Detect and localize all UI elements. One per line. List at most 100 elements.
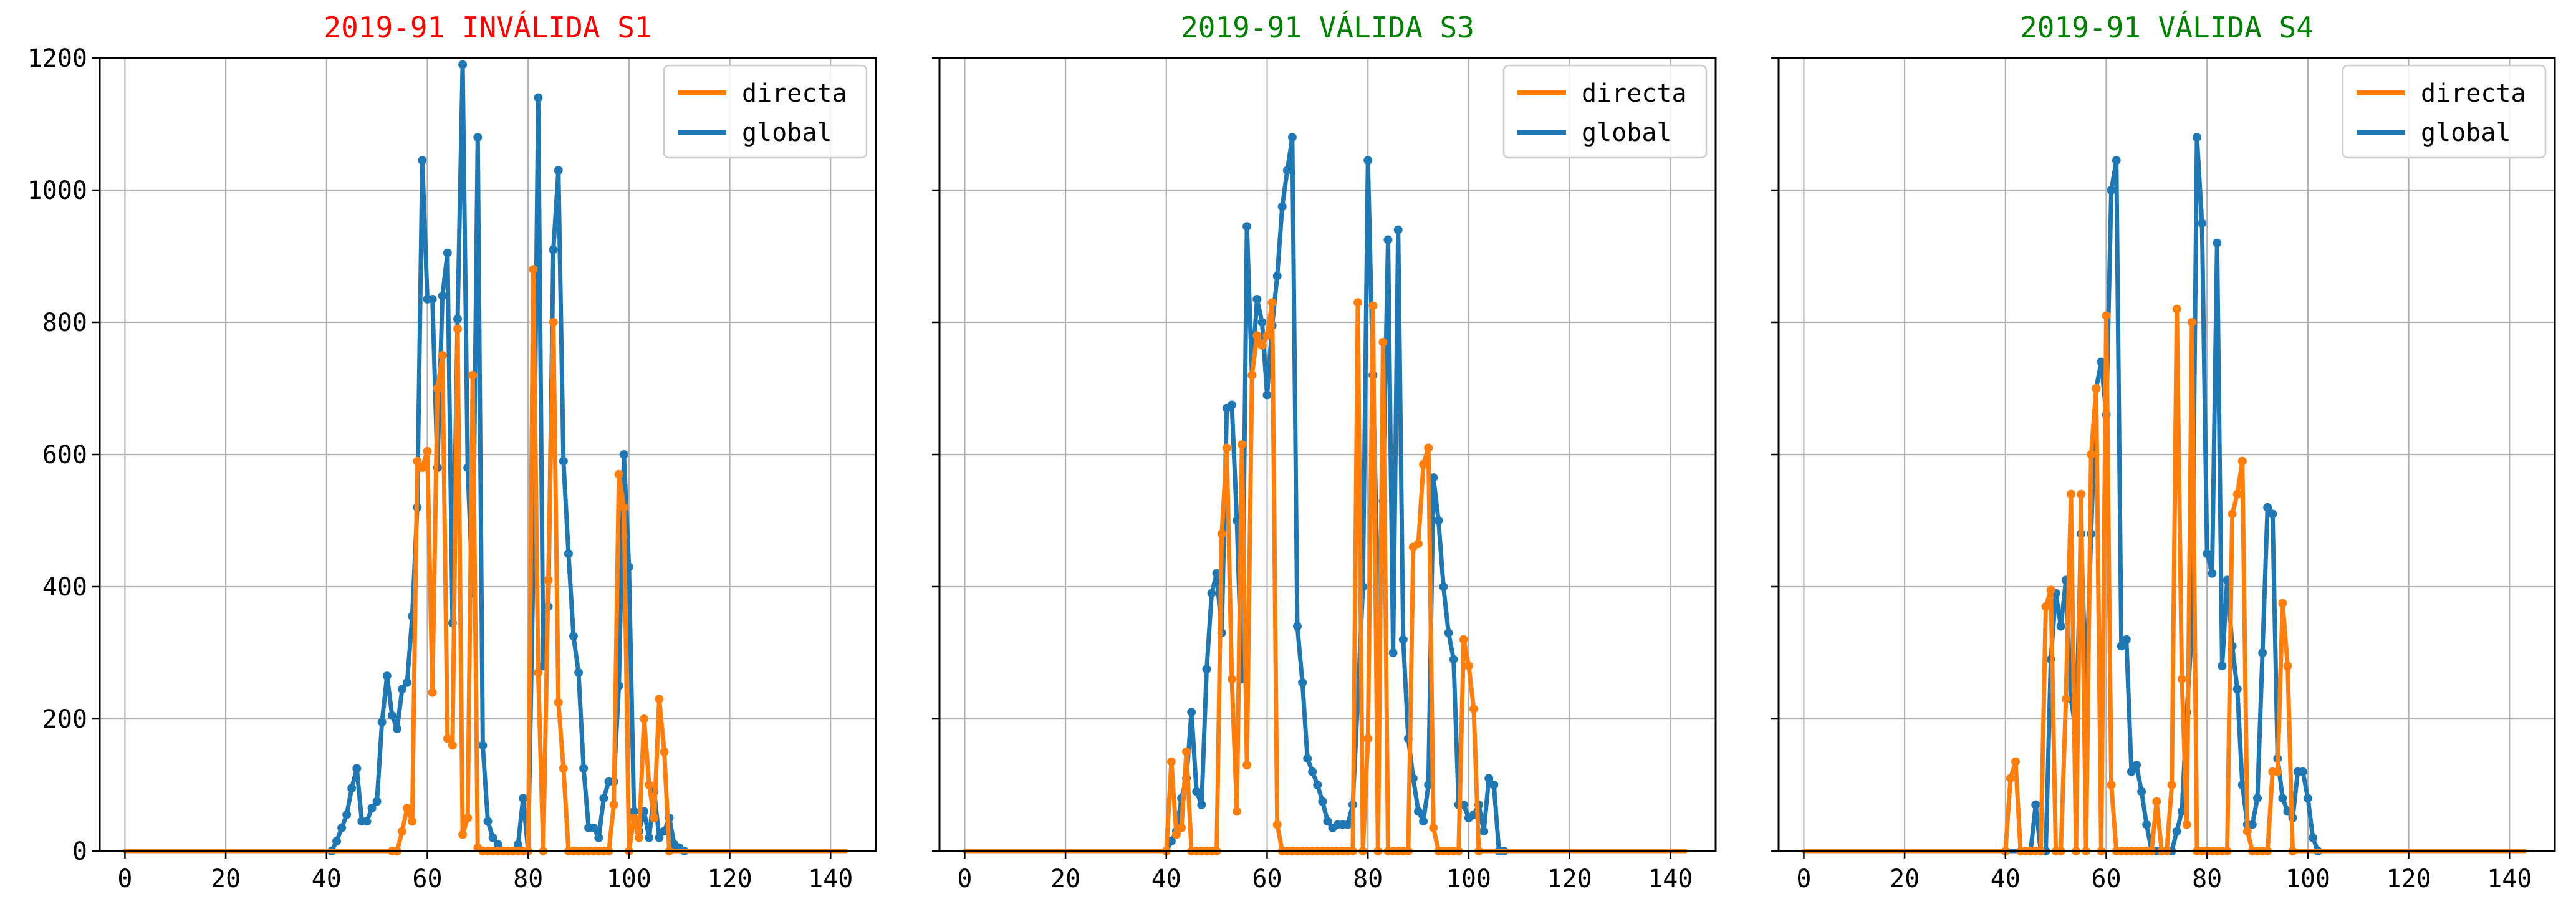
panel-1-point-global-3 [337, 823, 347, 832]
panel-1-xtick-label-1: 20 [211, 865, 241, 893]
panel-3-point-global-38 [2213, 238, 2222, 248]
panel-3-point-directa-14 [2066, 489, 2075, 499]
panel-1-point-global-51 [579, 764, 589, 773]
panel-2-point-global-6 [1187, 708, 1196, 717]
panel-2-xtick-label-6: 120 [1547, 865, 1592, 893]
panel-1-point-global-31 [478, 741, 488, 750]
panel-1-point-global-32 [483, 817, 493, 826]
panel-3-point-global-22 [2132, 761, 2141, 770]
panel-1-point-global-15 [398, 685, 407, 694]
panel-1-point-global-34 [493, 840, 502, 849]
panel-2-point-directa-13 [1222, 443, 1231, 453]
panel-1-xtick-label-6: 120 [707, 865, 752, 893]
panel-1-point-global-23 [438, 291, 447, 301]
panel-3-point-global-30 [2172, 827, 2181, 836]
panel-2-point-global-17 [1242, 222, 1252, 231]
panel-2-xtick-label-5: 100 [1446, 865, 1491, 893]
panel-2-point-directa-4 [1177, 823, 1186, 832]
panel-2-point-directa-42 [1368, 301, 1378, 310]
panel-2-ticks: 0 20 40 60 80 100 120 140 [932, 57, 1693, 893]
panel-2-point-global-28 [1298, 678, 1307, 687]
panel-3-xtick-label-5: 100 [2285, 865, 2330, 893]
panel-1-point-global-38 [514, 840, 522, 849]
panel-2-point-directa-3 [1172, 830, 1181, 839]
panel-1-point-global-42 [534, 93, 543, 102]
panel-2-point-directa-44 [1378, 337, 1388, 347]
panel-1-point-directa-54 [655, 695, 664, 704]
panel-1-point-global-21 [428, 294, 437, 304]
panel-3-point-directa-10 [2046, 585, 2055, 595]
panel-3-point-global-18 [2112, 156, 2121, 165]
panel-3-xtick-label-2: 40 [1991, 865, 2021, 893]
panel-2-point-directa-15 [1233, 807, 1241, 816]
panel-3-point-directa-31 [2152, 797, 2161, 806]
panel-3-point-global-45 [2247, 820, 2257, 829]
panel-2-point-global-56 [1439, 582, 1448, 591]
panel-2-point-global-32 [1318, 797, 1327, 806]
panel-3-point-global-23 [2137, 787, 2146, 796]
panel-1-point-global-30 [473, 133, 483, 142]
panel-3-point-global-43 [2237, 781, 2247, 789]
panel-1-point-global-5 [347, 784, 357, 793]
panel-3-point-directa-2 [2006, 774, 2015, 783]
panel-1-point-global-2 [332, 837, 341, 846]
panel-2-point-directa-2 [1166, 757, 1176, 766]
panel-1-point-directa-17 [468, 370, 478, 380]
panel-2-point-global-29 [1303, 754, 1312, 763]
panel-2-point-global-57 [1444, 628, 1453, 638]
panel-1-point-directa-33 [549, 318, 558, 327]
panel-2-point-global-51 [1414, 807, 1423, 816]
panel-2-point-global-47 [1393, 225, 1403, 234]
panel-1-point-directa-13 [448, 741, 457, 750]
panel-3-point-global-48 [2263, 503, 2272, 512]
panel-3: 2019-91 VÁLIDA S4 0 20 40 60 80 100 120 140 dir… [1771, 11, 2556, 893]
panel-1-point-global-16 [403, 678, 412, 687]
panel-2-xtick-label-2: 40 [1151, 865, 1181, 893]
panel-2-legend-label-global: global [1582, 118, 1672, 147]
panel-2-xtick-label-1: 20 [1050, 865, 1080, 893]
panel-2-point-global-33 [1323, 817, 1332, 826]
panel-1-title: 2019-91 INVÁLIDA S1 [324, 11, 651, 44]
panel-1-point-directa-47 [619, 503, 628, 512]
panel-2-point-global-48 [1398, 635, 1408, 644]
panel-1-point-directa-46 [614, 469, 623, 479]
panel-3-point-directa-16 [2077, 489, 2086, 499]
panel-1-point-global-55 [599, 794, 608, 803]
panel-1-point-global-47 [559, 456, 568, 466]
panel-2-point-directa-41 [1363, 734, 1373, 743]
panel-3-point-global-7 [2056, 622, 2065, 631]
panel-1-point-directa-4 [403, 804, 412, 813]
panel-1-point-global-4 [342, 810, 352, 819]
panel-2-point-global-46 [1388, 648, 1398, 657]
panel-2-point-directa-51 [1414, 539, 1423, 549]
panel-3-xtick-label-7: 140 [2487, 865, 2532, 893]
panel-3-point-global-15 [2097, 357, 2106, 367]
panel-1-point-global-49 [569, 632, 578, 641]
panel-3-point-directa-46 [2228, 509, 2237, 519]
panel-3-point-global-17 [2107, 186, 2116, 195]
panel-1-point-global-6 [352, 764, 362, 773]
panel-1-point-directa-49 [629, 814, 638, 822]
panel-2-point-global-19 [1252, 294, 1262, 304]
panel-3-point-global-42 [2232, 685, 2242, 694]
panel-3-point-directa-36 [2177, 675, 2186, 684]
panel-1-ytick-label-5: 1000 [27, 176, 87, 205]
panel-3-point-directa-48 [2237, 456, 2247, 466]
panel-1-point-directa-15 [458, 830, 468, 839]
panel-1: 2019-91 INVÁLIDA S1 0 20 40 60 80 100 120 140 0 2… [27, 11, 877, 893]
panel-2-xtick-label-4: 80 [1353, 865, 1383, 893]
panel-3-point-directa-3 [2011, 757, 2020, 766]
panel-2-xtick-label-3: 60 [1252, 865, 1282, 893]
panel-3-point-directa-34 [2167, 781, 2176, 789]
panel-3-point-directa-9 [2041, 602, 2050, 611]
panel-1-point-global-12 [382, 671, 392, 681]
panel-1-xtick-label-7: 140 [808, 865, 853, 893]
panel-3-point-global-20 [2122, 635, 2131, 644]
panel-1-point-directa-29 [529, 265, 538, 274]
panel-2-point-global-37 [1343, 820, 1352, 829]
panel-3-point-directa-19 [2092, 384, 2101, 393]
panel-2-point-directa-17 [1242, 761, 1252, 770]
panel-1-xtick-label-0: 0 [117, 865, 132, 893]
panel-2-point-global-53 [1424, 781, 1433, 789]
panel-1-point-global-61 [629, 807, 638, 816]
